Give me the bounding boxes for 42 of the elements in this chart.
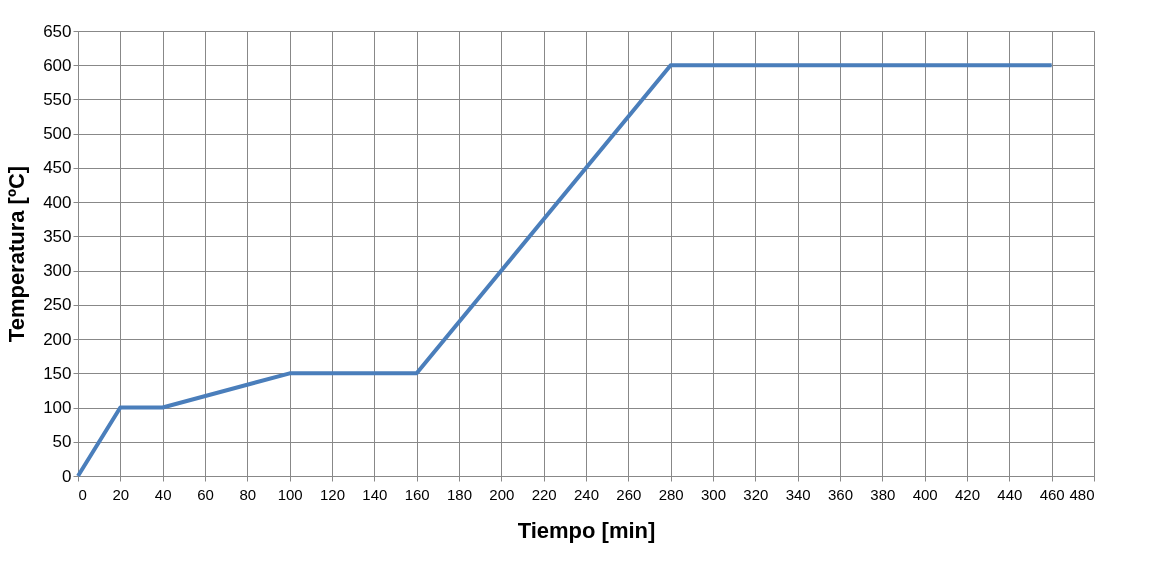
x-tick-label: 240 xyxy=(573,485,600,503)
x-tick-label: 300 xyxy=(700,485,727,503)
x-tick-label: 140 xyxy=(362,485,388,503)
y-tick-label: 450 xyxy=(43,158,72,178)
x-tick-label: 380 xyxy=(870,485,896,503)
y-tick-label: 600 xyxy=(43,55,72,75)
y-tick-label: 500 xyxy=(43,124,72,144)
y-tick-label: 100 xyxy=(43,398,72,418)
y-tick-label: 650 xyxy=(43,21,72,41)
x-tick-label: 360 xyxy=(827,485,854,503)
y-tick-label: 50 xyxy=(52,432,72,452)
x-tick-label: 60 xyxy=(197,485,214,503)
x-tick-label: 100 xyxy=(277,485,303,503)
line-series xyxy=(76,63,1054,478)
y-tick-label: 300 xyxy=(43,261,72,281)
y-tick-label: 250 xyxy=(43,295,72,315)
x-tick-label: 400 xyxy=(912,485,938,503)
x-tick-label: 220 xyxy=(531,485,557,503)
x-tick-label: 340 xyxy=(785,485,811,503)
y-tick-label: 200 xyxy=(43,329,72,349)
y-tick-label: 350 xyxy=(43,226,72,246)
x-tick-label: 420 xyxy=(954,485,981,503)
x-tick-label: 460 xyxy=(1039,485,1065,503)
x-tick-label: 20 xyxy=(112,485,130,503)
x-axis-title: Tiempo [min] xyxy=(517,517,656,543)
x-tick-label: 280 xyxy=(658,485,684,503)
x-tick-label: 480 xyxy=(1069,485,1095,503)
x-tick-label: 320 xyxy=(743,485,769,503)
x-tick-label: 200 xyxy=(489,485,515,503)
x-tick-label: 0 xyxy=(78,485,87,503)
x-tick-label: 260 xyxy=(616,485,642,503)
y-tick-label: 550 xyxy=(43,89,72,109)
x-tick-label: 40 xyxy=(154,485,172,503)
x-tick-label: 180 xyxy=(446,485,473,503)
x-tick-label: 120 xyxy=(319,485,346,503)
x-tick-label: 160 xyxy=(404,485,430,503)
x-tick-label: 440 xyxy=(997,485,1023,503)
y-axis-title: Temperatura [ºC] xyxy=(4,165,30,343)
y-tick-label: 400 xyxy=(43,192,72,212)
x-tick-label: 80 xyxy=(239,485,257,503)
y-tick-label: 150 xyxy=(43,363,72,383)
y-tick-label: 0 xyxy=(62,466,72,486)
